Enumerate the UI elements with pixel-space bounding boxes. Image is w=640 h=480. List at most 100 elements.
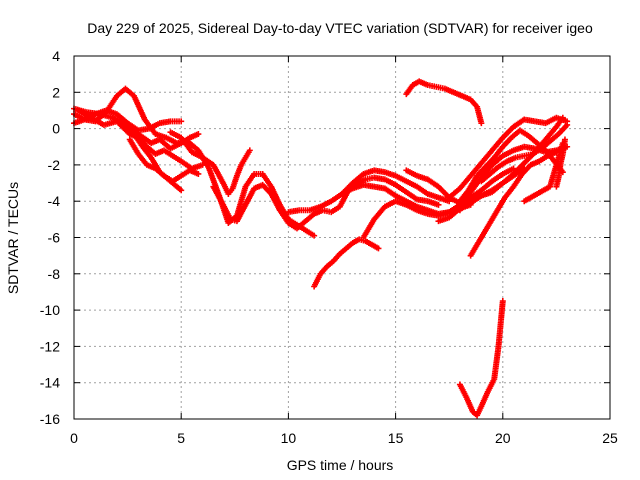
data-point bbox=[178, 187, 185, 194]
trail-markers bbox=[404, 83, 415, 96]
trail-markers bbox=[543, 148, 557, 163]
x-tick-label: 20 bbox=[495, 430, 511, 446]
trail-markers bbox=[526, 134, 539, 145]
trail-markers bbox=[361, 218, 377, 239]
trail-markers bbox=[344, 241, 355, 251]
trail-markers bbox=[485, 210, 499, 228]
trail-markers bbox=[329, 204, 342, 215]
trail-markers bbox=[221, 205, 233, 221]
trail-markers bbox=[190, 150, 204, 160]
trail-markers bbox=[479, 172, 492, 184]
trail-markers bbox=[404, 190, 419, 202]
trail-markers bbox=[234, 203, 248, 223]
trail-markers bbox=[479, 179, 494, 193]
trail-markers bbox=[124, 123, 140, 136]
trail-markers bbox=[468, 98, 479, 109]
trail-markers bbox=[512, 117, 526, 129]
trail-markers bbox=[466, 174, 480, 192]
trail-markers bbox=[435, 84, 446, 92]
y-tick-label: 0 bbox=[52, 121, 60, 137]
trail-markers bbox=[468, 161, 484, 178]
trail-markers bbox=[477, 225, 490, 243]
trail-markers bbox=[372, 205, 387, 221]
trail-markers bbox=[479, 148, 494, 165]
trail-markers bbox=[490, 172, 505, 184]
y-tick-label: -8 bbox=[48, 266, 61, 282]
trail-markers bbox=[312, 272, 323, 288]
data-point bbox=[375, 245, 382, 252]
trail-markers bbox=[394, 193, 408, 204]
trail-markers bbox=[243, 149, 252, 159]
trail-markers bbox=[503, 185, 516, 200]
trail-markers bbox=[140, 145, 153, 160]
trail-markers bbox=[169, 141, 183, 151]
series-arc-22 bbox=[553, 136, 568, 190]
trail-markers bbox=[426, 82, 438, 90]
trail-markers bbox=[520, 163, 533, 176]
trail-markers bbox=[490, 136, 505, 152]
trail-markers bbox=[243, 187, 257, 207]
trail-markers bbox=[171, 173, 183, 184]
trail-markers bbox=[338, 246, 348, 256]
y-axis-label: SDTVAR / TECUs bbox=[5, 182, 21, 294]
trail-markers bbox=[383, 199, 397, 209]
trail-markers bbox=[124, 126, 136, 136]
trail-markers bbox=[522, 195, 533, 204]
trail-markers bbox=[458, 174, 473, 191]
trail-markers bbox=[394, 173, 408, 184]
data-point bbox=[499, 298, 506, 305]
trail-markers bbox=[261, 183, 273, 196]
trail-markers bbox=[543, 125, 559, 142]
trail-markers bbox=[457, 383, 469, 399]
trail-markers bbox=[490, 181, 505, 194]
trail-markers bbox=[162, 148, 174, 158]
x-tick-label: 10 bbox=[281, 430, 297, 446]
x-tick-label: 5 bbox=[177, 430, 185, 446]
data-point bbox=[561, 136, 568, 143]
trail-markers bbox=[164, 135, 179, 146]
trail-markers bbox=[226, 187, 235, 196]
trail-markers bbox=[494, 196, 507, 214]
trail-markers bbox=[331, 252, 342, 263]
data-point bbox=[435, 201, 442, 208]
data-points bbox=[71, 78, 571, 419]
trail-markers bbox=[269, 192, 282, 212]
trail-markers bbox=[471, 409, 479, 418]
y-tick-label: -2 bbox=[48, 157, 61, 173]
trail-markers bbox=[501, 172, 515, 185]
trail-markers bbox=[495, 299, 506, 348]
trail-markers bbox=[394, 182, 408, 195]
series-arc-6 bbox=[126, 136, 202, 185]
x-tick-label: 0 bbox=[70, 430, 78, 446]
trail-markers bbox=[153, 166, 166, 178]
trail-markers bbox=[484, 156, 496, 169]
trail-markers bbox=[179, 136, 194, 154]
trail-markers bbox=[329, 191, 344, 204]
trail-markers bbox=[464, 396, 475, 413]
trail-markers bbox=[318, 264, 329, 276]
data-point bbox=[199, 161, 206, 168]
y-tick-label: -14 bbox=[40, 375, 60, 391]
trail-markers bbox=[457, 190, 473, 212]
trail-markers bbox=[547, 163, 559, 188]
trail-markers bbox=[287, 217, 299, 227]
trail-markers bbox=[351, 172, 365, 185]
trail-markers bbox=[260, 172, 274, 189]
trail-markers bbox=[556, 123, 569, 136]
chart-title: Day 229 of 2025, Sidereal Day-to-day VTE… bbox=[87, 20, 593, 36]
trail-markers bbox=[426, 177, 440, 189]
trail-markers bbox=[405, 202, 419, 213]
trail-markers bbox=[169, 130, 183, 140]
series-arc-4 bbox=[75, 107, 206, 172]
trail-markers bbox=[492, 145, 505, 160]
trail-markers bbox=[501, 148, 515, 158]
y-tick-label: -4 bbox=[48, 193, 61, 209]
data-point bbox=[195, 170, 202, 177]
trail-markers bbox=[131, 94, 147, 121]
trail-markers bbox=[405, 168, 419, 178]
series-arc-20 bbox=[478, 121, 571, 185]
series-arc-10 bbox=[311, 236, 382, 290]
trail-markers bbox=[115, 112, 130, 125]
